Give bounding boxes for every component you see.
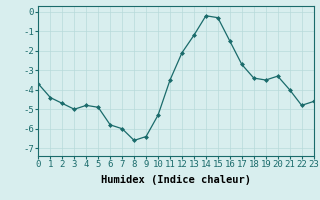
X-axis label: Humidex (Indice chaleur): Humidex (Indice chaleur) <box>101 175 251 185</box>
